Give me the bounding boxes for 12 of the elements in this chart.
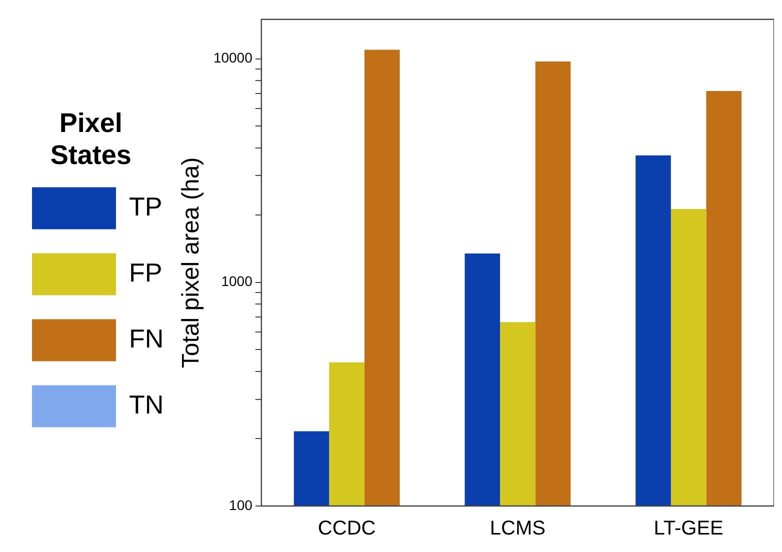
legend-label: TN — [129, 389, 164, 420]
y-tick-label: 10000 — [213, 50, 253, 66]
legend-label: FN — [129, 323, 164, 354]
x-tick-label: LCMS — [490, 518, 546, 540]
legend-label: TP — [129, 191, 162, 222]
y-tick-label: 1000 — [221, 273, 253, 290]
x-tick-label: LT-GEE — [654, 518, 724, 540]
y-axis-title: Total pixel area (ha) — [178, 157, 205, 368]
y-tick-label: 100 — [229, 496, 253, 513]
x-tick-label: CCDC — [318, 518, 376, 540]
legend-title: Pixel States — [50, 108, 132, 170]
legend-label: FP — [129, 257, 162, 288]
